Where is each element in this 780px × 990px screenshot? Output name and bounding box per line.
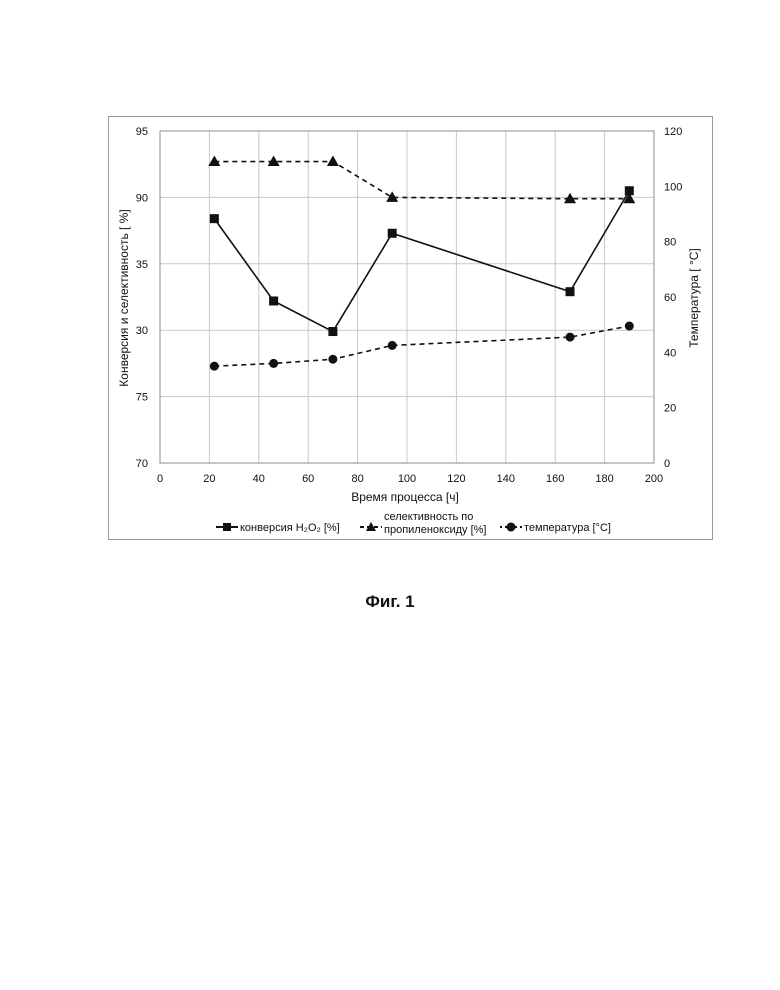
data-point-square xyxy=(388,229,397,238)
x-tick-label: 40 xyxy=(253,473,265,485)
data-point-square xyxy=(210,214,219,223)
grid xyxy=(160,131,654,463)
data-point-square xyxy=(566,287,575,296)
y-left-tick-label: 90 xyxy=(136,192,148,204)
series xyxy=(208,156,635,371)
legend-label-conversion: конверсия H₂O₂ [%] xyxy=(240,522,340,534)
series-line-1 xyxy=(214,162,629,199)
y-right-tick-label: 60 xyxy=(664,292,676,304)
data-point-square xyxy=(269,296,278,305)
y-left-axis-title: Конверсия и селективность [ %] xyxy=(117,209,131,386)
data-point-circle xyxy=(328,355,337,364)
y-right-tick-label: 120 xyxy=(664,126,682,138)
x-tick-label: 60 xyxy=(302,473,314,485)
y-left-tick-label: 95 xyxy=(136,126,148,138)
figure-caption: Фиг. 1 xyxy=(0,592,780,612)
data-point-circle xyxy=(269,359,278,368)
x-axis-title: Время процесса [ч] xyxy=(351,490,459,504)
legend-label-selectivity-line2: пропиленоксиду [%] xyxy=(384,524,486,536)
y-right-tick-label: 40 xyxy=(664,347,676,359)
series-line-0 xyxy=(214,191,629,332)
x-tick-label: 200 xyxy=(645,473,663,485)
legend: конверсия H₂O₂ [%] селективность по проп… xyxy=(216,511,611,536)
x-tick-label: 100 xyxy=(398,473,416,485)
y-right-tick-label: 80 xyxy=(664,237,676,249)
legend-item-conversion: конверсия H₂O₂ [%] xyxy=(216,522,340,534)
x-tick-label: 0 xyxy=(157,473,163,485)
x-tick-label: 140 xyxy=(497,473,515,485)
legend-label-temperature: температура [°C] xyxy=(524,522,611,534)
x-tick-label: 80 xyxy=(351,473,363,485)
data-point-square xyxy=(328,327,337,336)
legend-circle-marker xyxy=(507,523,516,532)
x-tick-label: 20 xyxy=(203,473,215,485)
x-tick-label: 180 xyxy=(595,473,613,485)
legend-label-selectivity-line1: селективность по xyxy=(384,511,473,523)
data-point-triangle xyxy=(327,156,339,167)
y-right-tick-label: 0 xyxy=(664,458,670,470)
y-left-tick-label: 75 xyxy=(136,392,148,404)
legend-item-selectivity: селективность по пропиленоксиду [%] xyxy=(360,511,486,536)
data-point-circle xyxy=(625,322,634,331)
y-right-axis-title: Температура [ °C] xyxy=(687,248,701,347)
legend-item-temperature: температура [°C] xyxy=(500,522,611,534)
legend-square-marker xyxy=(223,523,231,531)
data-point-circle xyxy=(388,341,397,350)
x-tick-label: 160 xyxy=(546,473,564,485)
y-left-tick-label: 70 xyxy=(136,458,148,470)
data-point-circle xyxy=(210,362,219,371)
data-point-circle xyxy=(566,333,575,342)
tick-labels: 0 20 40 60 80 100 120 140 160 180 200 70 75 30 35 90 95 0… xyxy=(136,126,683,485)
y-right-tick-label: 20 xyxy=(664,403,676,415)
y-right-tick-label: 100 xyxy=(664,181,682,193)
y-left-tick-label: 35 xyxy=(136,259,148,271)
x-tick-label: 120 xyxy=(447,473,465,485)
y-left-tick-label: 30 xyxy=(136,325,148,337)
